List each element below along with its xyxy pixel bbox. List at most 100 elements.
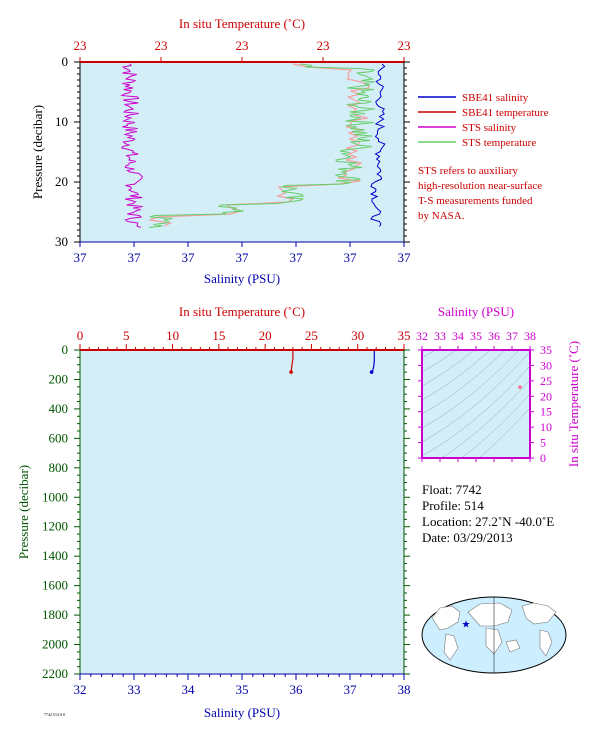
- main-temp-tick-label: 0: [77, 328, 84, 343]
- top-pressure-axis-label: Pressure (decibar): [30, 105, 45, 199]
- top-temp-tick-label: 23: [74, 38, 87, 53]
- top-pressure-tick-label: 10: [55, 114, 68, 129]
- float-info: Float: 7742 Profile: 514 Location: 27.2˚…: [422, 482, 554, 545]
- ts-density-contour: [422, 350, 506, 415]
- sts-note-line: high-resolution near-surface: [418, 180, 542, 192]
- top-temp-tick-label: 23: [317, 38, 330, 53]
- ts-sal-tick-label: 35: [470, 329, 482, 343]
- ts-density-contour: [422, 365, 530, 457]
- sts-note-line: by NASA.: [418, 210, 465, 222]
- ts-density-contour: [422, 350, 491, 401]
- ts-density-contour: [478, 407, 530, 458]
- salinity-profile-end-point: [369, 370, 374, 374]
- ts-sal-tick-label: 32: [416, 329, 428, 343]
- top-sal-tick-label: 37: [236, 250, 250, 265]
- main-sal-tick-label: 33: [128, 682, 141, 697]
- main-temp-tick-label: 25: [305, 328, 318, 343]
- ts-temp-tick-label: 15: [540, 405, 552, 419]
- ts-temperature-axis-label: In situ Temperature (˚C): [566, 341, 581, 467]
- location: Location: 27.2˚N -40.0˚E: [422, 514, 554, 529]
- ts-points: [518, 385, 522, 389]
- profile-number: Profile: 514: [422, 498, 484, 513]
- main-sal-tick-label: 37: [344, 682, 358, 697]
- ts-salinity-axis-label: Salinity (PSU): [438, 304, 514, 319]
- top-ticks: [74, 57, 410, 247]
- main-temp-tick-label: 35: [398, 328, 411, 343]
- top-sal-tick-label: 37: [182, 250, 196, 265]
- ts-temp-tick-label: 35: [540, 343, 552, 357]
- main-sal-tick-label: 38: [398, 682, 411, 697]
- top-sal-tick-label: 37: [290, 250, 304, 265]
- sts-temperature-trace: [148, 63, 376, 228]
- main-pressure-tick-label: 0: [62, 342, 69, 357]
- top-sal-tick-label: 37: [398, 250, 412, 265]
- top-sal-tick-label: 37: [128, 250, 142, 265]
- ts-temp-tick-label: 10: [540, 420, 552, 434]
- main-temp-tick-label: 5: [123, 328, 130, 343]
- main-pressure-tick-label: 1800: [42, 607, 68, 622]
- main-temperature-axis-label: In situ Temperature (˚C): [179, 304, 305, 319]
- legend-label-sbe41-temperature: SBE41 temperature: [462, 107, 549, 119]
- top-pressure-tick-label: 30: [55, 234, 68, 249]
- top-profile-lines: [120, 63, 386, 228]
- ts-temp-tick-label: 5: [540, 436, 546, 450]
- ts-sal-tick-label: 33: [434, 329, 446, 343]
- main-pressure-tick-label: 1600: [42, 578, 68, 593]
- main-sal-tick-labels: 32 33 34 35 36 37 38: [74, 682, 411, 697]
- main-pressure-tick-label: 800: [49, 460, 69, 475]
- ts-temp-tick-label: 25: [540, 374, 552, 388]
- top-pressure-tick-label: 20: [55, 174, 68, 189]
- float-location-marker: ★: [462, 620, 471, 631]
- profile-date: Date: 03/29/2013: [422, 530, 513, 545]
- ts-density-contour: [422, 350, 457, 373]
- main-sal-tick-label: 35: [236, 682, 249, 697]
- main-profile-lines: [289, 350, 375, 374]
- ts-sal-tick-label: 36: [488, 329, 500, 343]
- main-temp-tick-labels: 0 5 10 15 20 25 30 35: [77, 328, 411, 343]
- top-sal-tick-label: 37: [74, 250, 88, 265]
- top-temp-tick-label: 23: [398, 38, 411, 53]
- world-map: ★: [421, 596, 567, 674]
- legend-label-sts-salinity: STS salinity: [462, 122, 517, 134]
- ts-sal-tick-label: 34: [452, 329, 464, 343]
- ts-density-contour: [461, 393, 530, 458]
- sbe41-salinity-trace: [369, 63, 386, 227]
- main-pressure-tick-label: 400: [49, 401, 69, 416]
- ts-temp-tick-label: 0: [540, 451, 546, 465]
- temperature-profile-end-point: [289, 370, 293, 374]
- main-temp-tick-label: 20: [259, 328, 272, 343]
- footer-code: 7742 514 S 0: [44, 712, 65, 717]
- ts-sal-tick-label: 38: [524, 329, 536, 343]
- ts-plot-area: [422, 350, 530, 458]
- top-sal-tick-label: 37: [344, 250, 358, 265]
- main-pressure-tick-label: 2000: [42, 637, 68, 652]
- ts-sal-tick-label: 37: [506, 329, 518, 343]
- ts-sal-tick-labels: 32 33 34 35 36 37 38: [416, 329, 536, 462]
- ts-density-contour: [422, 350, 475, 387]
- main-sal-tick-label: 32: [74, 682, 87, 697]
- top-profile-panel: In situ Temperature (˚C) 23 23 23 23 23 …: [30, 16, 411, 286]
- sts-salinity-trace: [120, 63, 144, 228]
- main-salinity-axis-label: Salinity (PSU): [204, 705, 280, 720]
- float-id: Float: 7742: [422, 482, 482, 497]
- temperature-profile-line: [290, 350, 294, 373]
- main-pressure-tick-label: 2200: [42, 666, 68, 681]
- top-temp-tick-label: 23: [236, 38, 249, 53]
- main-ticks: [74, 344, 410, 680]
- main-profile-panel: In situ Temperature (˚C) 0 5 10 15 20 25 30 35 …: [16, 304, 411, 720]
- legend-label-sts-temperature: STS temperature: [462, 137, 536, 149]
- main-plot-area: [80, 350, 404, 674]
- main-pressure-tick-label: 1200: [42, 519, 68, 534]
- main-temp-tick-label: 15: [212, 328, 225, 343]
- legend-label-sbe41-salinity: SBE41 salinity: [462, 92, 529, 104]
- ts-temp-tick-label: 30: [540, 358, 552, 372]
- ts-density-contour: [422, 351, 530, 443]
- main-sal-tick-label: 34: [182, 682, 196, 697]
- ts-point: [518, 385, 522, 389]
- main-pressure-tick-label: 200: [49, 371, 69, 386]
- main-temp-tick-label: 10: [166, 328, 179, 343]
- sts-note-line: T-S measurements funded: [418, 195, 533, 207]
- main-pressure-tick-label: 1400: [42, 548, 68, 563]
